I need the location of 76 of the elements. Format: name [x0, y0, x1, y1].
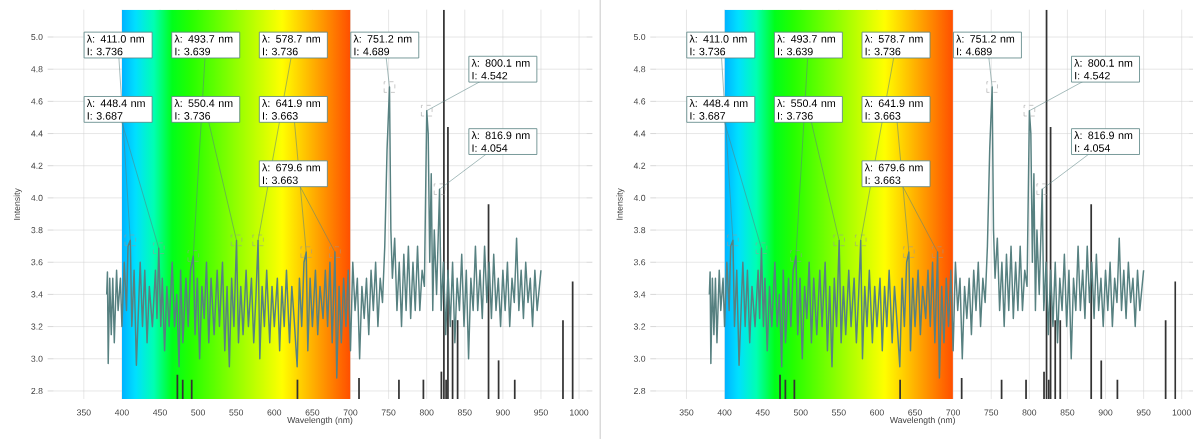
x-tick-label: 800: [419, 409, 434, 416]
y-tick-label: 4.4: [633, 130, 646, 137]
x-tick-label: 400: [717, 409, 732, 416]
annotation: λ: 550.4 nm I: 3.736: [777, 99, 836, 120]
x-tick-label: 550: [229, 409, 244, 416]
x-tick-label: 500: [793, 409, 808, 416]
y-tick-label: 3.6: [31, 259, 43, 266]
x-tick-label: 750: [381, 409, 396, 416]
x-tick-label: 450: [153, 409, 167, 416]
x-axis-title: Wavelength (nm): [889, 416, 955, 425]
y-tick-label: 5.0: [633, 33, 646, 41]
annotation: λ: 816.9 nm I: 4.054: [471, 131, 530, 152]
annotation: λ: 679.6 nm I: 3.663: [864, 163, 923, 185]
annotation: λ: 800.1 nm I: 4.542: [1074, 58, 1133, 80]
annotation: λ: 751.2 nm I: 4.689: [353, 34, 412, 56]
x-tick-label: 900: [1098, 409, 1113, 416]
annotation: λ: 550.4 nm I: 3.736: [174, 99, 233, 120]
y-tick-label: 2.8: [633, 387, 646, 395]
x-tick-label: 1000: [1172, 409, 1191, 416]
x-tick-label: 1000: [570, 409, 589, 416]
y-tick-label: 2.8: [31, 387, 43, 395]
y-tick-label: 4.8: [633, 66, 646, 73]
annotation: λ: 448.4 nm I: 3.687: [689, 99, 748, 120]
annotation: λ: 800.1 nm I: 4.542: [471, 58, 530, 80]
x-tick-label: 700: [343, 409, 358, 416]
x-tick-label: 950: [534, 409, 548, 416]
annotation: λ: 578.7 nm I: 3.736: [262, 34, 320, 56]
y-tick-label: 4.0: [31, 194, 43, 201]
x-tick-label: 450: [755, 409, 770, 416]
x-tick-label: 900: [496, 409, 510, 416]
x-tick-label: 750: [984, 409, 999, 416]
x-tick-label: 600: [267, 409, 282, 416]
annotation: λ: 751.2 nm I: 4.689: [956, 34, 1015, 56]
y-tick-label: 5.0: [31, 33, 43, 41]
y-tick-label: 3.2: [31, 323, 43, 330]
x-axis-title: Wavelength (nm): [287, 416, 353, 425]
y-tick-label: 3.4: [31, 291, 43, 298]
y-tick-label: 4.2: [633, 162, 646, 169]
annotation: λ: 641.9 nm I: 3.663: [864, 99, 923, 120]
annotation: λ: 578.7 nm I: 3.736: [864, 34, 923, 56]
annotation: λ: 448.4 nm I: 3.687: [86, 99, 145, 120]
x-tick-label: 400: [114, 409, 129, 416]
x-tick-label: 800: [1022, 409, 1037, 416]
x-tick-label: 950: [1136, 409, 1151, 416]
x-tick-label: 350: [679, 409, 694, 416]
y-tick-label: 4.6: [31, 98, 43, 105]
x-tick-label: 850: [1060, 409, 1075, 416]
y-tick-label: 3.0: [31, 355, 43, 362]
annotation: λ: 679.6 nm I: 3.663: [262, 163, 320, 185]
y-axis-title: Intensity: [13, 188, 22, 220]
y-tick-label: 4.8: [31, 66, 43, 73]
y-tick-label: 3.0: [633, 355, 646, 362]
annotation: λ: 493.7 nm I: 3.639: [174, 34, 233, 56]
annotation: λ: 641.9 nm I: 3.663: [262, 99, 320, 120]
y-tick-label: 3.6: [633, 259, 646, 266]
y-tick-label: 3.8: [633, 227, 646, 234]
y-tick-label: 3.4: [633, 291, 646, 298]
x-tick-label: 850: [457, 409, 472, 416]
x-tick-label: 350: [76, 409, 91, 416]
x-tick-label: 650: [908, 409, 922, 416]
annotation: λ: 411.0 nm I: 3.736: [689, 34, 747, 56]
annotation: λ: 816.9 nm I: 4.054: [1074, 131, 1133, 152]
annotation: λ: 493.7 nm I: 3.639: [777, 34, 836, 56]
annotation: λ: 411.0 nm I: 3.736: [86, 34, 144, 56]
y-tick-label: 3.2: [633, 323, 646, 330]
y-axis-title: Intensity: [616, 188, 625, 220]
x-tick-label: 650: [305, 409, 320, 416]
y-tick-label: 3.8: [31, 227, 43, 234]
x-tick-label: 500: [191, 409, 205, 416]
x-tick-label: 550: [831, 409, 846, 416]
y-tick-label: 4.4: [31, 130, 43, 137]
y-tick-label: 4.6: [633, 98, 646, 105]
y-tick-label: 4.0: [633, 194, 646, 201]
x-tick-label: 700: [946, 409, 961, 416]
x-tick-label: 600: [870, 409, 884, 416]
y-tick-label: 4.2: [31, 162, 43, 169]
